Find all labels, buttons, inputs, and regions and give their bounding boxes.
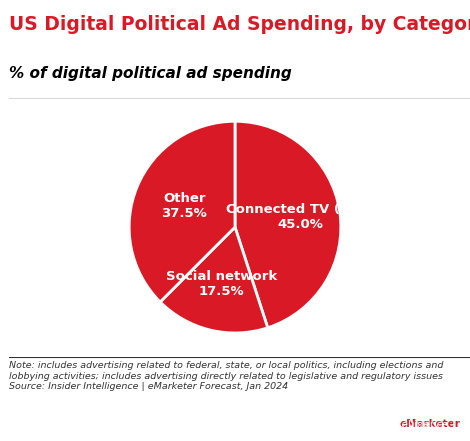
Wedge shape [160, 227, 268, 333]
Text: eMarketer: eMarketer [400, 419, 461, 430]
Text: US Digital Political Ad Spending, by Category, 2024: US Digital Political Ad Spending, by Cat… [9, 15, 470, 34]
Wedge shape [235, 121, 341, 328]
Text: % of digital political ad spending: % of digital political ad spending [9, 66, 292, 81]
Text: Other
37.5%: Other 37.5% [161, 192, 207, 220]
Text: Note: includes advertising related to federal, state, or local politics, includi: Note: includes advertising related to fe… [9, 361, 444, 391]
Text: Connected TV (CTV)
45.0%: Connected TV (CTV) 45.0% [226, 203, 376, 231]
Text: Social network
17.5%: Social network 17.5% [166, 270, 277, 298]
Text: Insider Intelligence |: Insider Intelligence | [349, 419, 459, 430]
Wedge shape [129, 121, 235, 302]
Text: 284369: 284369 [9, 419, 49, 430]
